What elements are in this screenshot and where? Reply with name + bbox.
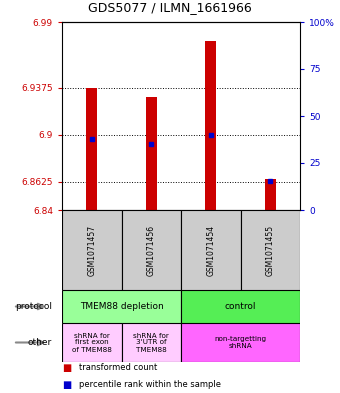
Bar [146,97,157,210]
Text: shRNA for
3'UTR of
TMEM88: shRNA for 3'UTR of TMEM88 [133,332,169,353]
Bar [62,323,121,362]
Text: protocol: protocol [15,302,52,311]
Bar [86,88,97,210]
Text: GSM1071457: GSM1071457 [87,224,96,275]
Bar [62,210,121,290]
Text: GSM1071455: GSM1071455 [266,224,275,275]
Text: GDS5077 / ILMN_1661966: GDS5077 / ILMN_1661966 [88,1,252,14]
Bar [205,41,216,210]
Text: GSM1071456: GSM1071456 [147,224,156,275]
Text: TMEM88 depletion: TMEM88 depletion [80,302,164,311]
Bar [121,210,181,290]
Text: percentile rank within the sample: percentile rank within the sample [79,380,221,389]
Text: non-targetting
shRNA: non-targetting shRNA [215,336,267,349]
Text: ■: ■ [62,380,71,389]
Bar [181,210,240,290]
Text: shRNA for
first exon
of TMEM88: shRNA for first exon of TMEM88 [72,332,112,353]
Bar [240,210,300,290]
Text: ■: ■ [62,363,71,373]
Bar [265,179,276,210]
Bar [62,290,181,323]
Text: other: other [28,338,52,347]
Bar [181,323,300,362]
Bar [121,323,181,362]
Text: transformed count: transformed count [79,363,157,372]
Text: control: control [225,302,256,311]
Text: GSM1071454: GSM1071454 [206,224,215,275]
Bar [181,290,300,323]
